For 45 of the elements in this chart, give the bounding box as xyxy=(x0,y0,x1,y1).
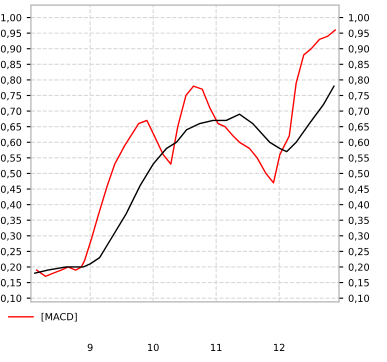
y-tick-label: 0,10 xyxy=(0,294,22,303)
y-tick-label: 0,75 xyxy=(0,92,22,100)
y2-tick-label: 0,40 xyxy=(348,201,370,210)
y2-tick-label: 0,55 xyxy=(348,154,369,163)
legend-label: [MACD] xyxy=(42,312,77,322)
y2-tick-label: 1,00 xyxy=(349,14,370,22)
y-tick-label: 0,15 xyxy=(0,279,22,288)
y2-tick-label: 0,20 xyxy=(348,263,370,272)
y2-tick-label: 0,75 xyxy=(348,92,369,100)
y2-tick-label: 0,65 xyxy=(348,123,369,132)
y2-tick-label: 0,35 xyxy=(348,216,369,226)
y-tick-label: 0,70 xyxy=(0,108,22,116)
x-tick-label: 11 xyxy=(211,344,222,351)
y-tick-label: 0,95 xyxy=(0,30,22,38)
y2-tick-label: 0,30 xyxy=(348,232,370,241)
y2-tick-label: 0,70 xyxy=(348,108,370,116)
x-tick-label: 9 xyxy=(88,344,93,352)
y-tick-label: 0,60 xyxy=(0,138,22,148)
y-tick-label: 0,25 xyxy=(0,248,22,256)
x-tick-label: 10 xyxy=(148,344,159,352)
y2-tick-label: 0,10 xyxy=(348,294,370,303)
y-tick-label: 0,20 xyxy=(0,263,22,272)
y-tick-label: 0,90 xyxy=(0,45,22,54)
y2-tick-label: 0,80 xyxy=(348,76,370,85)
y-tick-label: 0,35 xyxy=(0,216,22,226)
y2-tick-label: 0,25 xyxy=(348,248,369,256)
y2-tick-label: 0,15 xyxy=(348,279,369,288)
y-tick-label: 0,65 xyxy=(0,123,22,132)
y-tick-label: 0,30 xyxy=(0,232,22,241)
y2-tick-label: 0,95 xyxy=(348,30,369,38)
y-tick-label: 0,40 xyxy=(0,201,22,210)
y2-tick-label: 0,90 xyxy=(348,45,370,54)
y-tick-label: 0,85 xyxy=(0,60,22,70)
y2-tick-label: 0,60 xyxy=(348,138,370,148)
y2-tick-label: 0,85 xyxy=(348,60,369,70)
line-series xyxy=(34,85,335,274)
x-tick-label: 12 xyxy=(274,344,284,351)
y-tick-label: 1,00 xyxy=(1,14,22,22)
line-series xyxy=(36,29,336,278)
y2-tick-label: 0,45 xyxy=(348,186,369,194)
y2-tick-label: 0,50 xyxy=(348,170,370,178)
y-tick-label: 0,50 xyxy=(0,170,22,178)
y-tick-label: 0,55 xyxy=(0,154,22,163)
y-tick-label: 0,80 xyxy=(0,76,22,85)
y-tick-label: 0,45 xyxy=(0,186,22,194)
